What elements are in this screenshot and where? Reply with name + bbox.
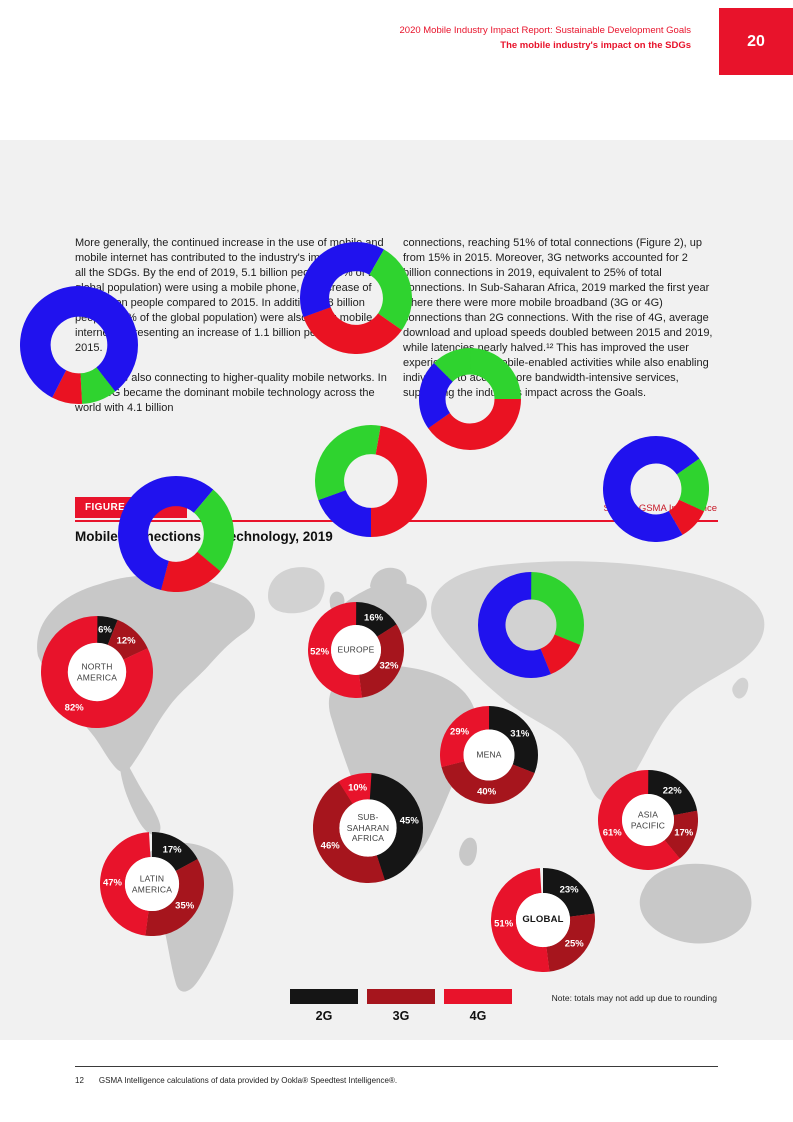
page-number-badge: 20 xyxy=(719,8,793,75)
legend-swatch-3g xyxy=(367,989,435,1004)
legend-item-4g: 4G xyxy=(444,989,512,1023)
body-paragraph: connections, reaching 51% of total conne… xyxy=(403,237,713,399)
world-map xyxy=(37,561,765,992)
footnote-text: GSMA Intelligence calculations of data p… xyxy=(98,1076,398,1085)
legend-label-2g: 2G xyxy=(315,1009,333,1023)
continent-australia xyxy=(639,863,752,944)
legend-swatch-4g xyxy=(444,989,512,1004)
page-header: 2020 Mobile Industry Impact Report: Sust… xyxy=(400,25,692,51)
islands-southeast-asia-2 xyxy=(647,821,670,840)
island-japan xyxy=(732,677,749,699)
chart-legend: 2G 3G 4G xyxy=(290,989,512,1023)
body-paragraph: More generally, the continued increase i… xyxy=(75,237,384,354)
legend-swatch-2g xyxy=(290,989,358,1004)
page-number: 20 xyxy=(747,32,765,50)
figure-label-chip: FIGURE 2 xyxy=(75,497,187,518)
continent-north-america xyxy=(37,574,256,773)
legend-label-3g: 3G xyxy=(392,1009,410,1023)
figure-label: FIGURE 2 xyxy=(85,502,135,513)
island-greenland xyxy=(268,567,325,614)
continent-africa xyxy=(328,665,477,867)
footnote: 12 GSMA Intelligence calculations of dat… xyxy=(75,1076,397,1085)
legend-item-3g: 3G xyxy=(367,989,435,1023)
legend-item-2g: 2G xyxy=(290,989,358,1023)
body-right-column: connections, reaching 51% of total conne… xyxy=(403,236,718,431)
island-madagascar xyxy=(459,837,477,866)
chart-note: Note: totals may not add up due to round… xyxy=(551,993,717,1003)
region-central-america xyxy=(120,761,161,835)
report-title: 2020 Mobile Industry Impact Report: Sust… xyxy=(399,25,692,36)
islands-southeast-asia xyxy=(616,805,644,830)
body-paragraph: People are also connecting to higher-qua… xyxy=(75,372,387,414)
body-columns: More generally, the continued increase i… xyxy=(75,236,718,431)
body-left-column: More generally, the continued increase i… xyxy=(75,236,390,431)
figure-rule xyxy=(75,520,718,522)
continent-south-america xyxy=(144,842,234,992)
continent-asia xyxy=(431,561,765,801)
region-scandinavia xyxy=(370,567,407,599)
figure-title: Mobile connections by technology, 2019 xyxy=(75,529,333,544)
figure-source: Source: GSMA Intelligence xyxy=(603,503,717,514)
footnote-rule xyxy=(75,1066,718,1067)
legend-label-4g: 4G xyxy=(469,1009,487,1023)
footnote-number: 12 xyxy=(75,1076,84,1085)
chapter-title: The mobile industry's impact on the SDGs xyxy=(500,40,691,51)
